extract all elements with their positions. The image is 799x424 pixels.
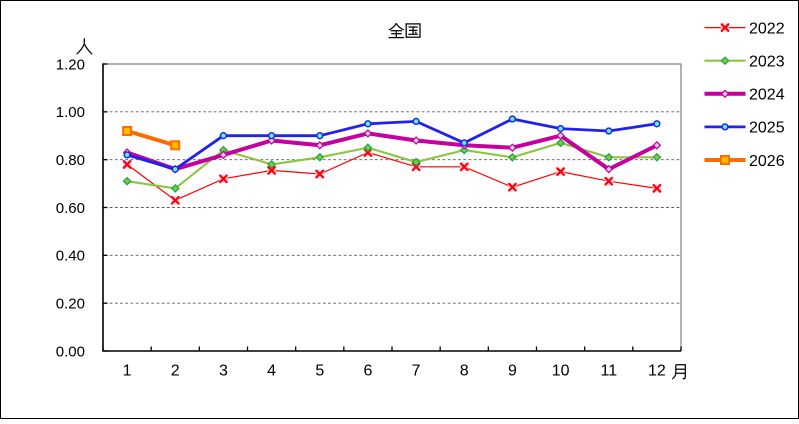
svg-text:2022: 2022 [749, 20, 785, 37]
svg-text:0.20: 0.20 [56, 296, 85, 313]
svg-text:1.20: 1.20 [56, 56, 85, 73]
svg-text:2026: 2026 [749, 153, 785, 170]
svg-text:2025: 2025 [749, 120, 785, 137]
svg-text:6: 6 [363, 363, 372, 380]
svg-text:1.00: 1.00 [56, 104, 85, 121]
svg-text:10: 10 [552, 363, 570, 380]
svg-text:0.00: 0.00 [56, 343, 85, 360]
svg-text:2023: 2023 [749, 54, 785, 71]
svg-text:0.80: 0.80 [56, 152, 85, 169]
svg-text:2: 2 [171, 363, 180, 380]
svg-text:2024: 2024 [749, 87, 785, 104]
svg-text:5: 5 [315, 363, 324, 380]
svg-text:0.60: 0.60 [56, 200, 85, 217]
svg-text:0.40: 0.40 [56, 248, 85, 265]
svg-text:7: 7 [412, 363, 421, 380]
svg-text:11: 11 [600, 363, 617, 380]
svg-text:12: 12 [648, 363, 666, 380]
svg-text:4: 4 [267, 363, 276, 380]
svg-text:1: 1 [123, 363, 132, 380]
svg-text:8: 8 [460, 363, 469, 380]
svg-text:9: 9 [508, 363, 517, 380]
svg-text:3: 3 [219, 363, 228, 380]
